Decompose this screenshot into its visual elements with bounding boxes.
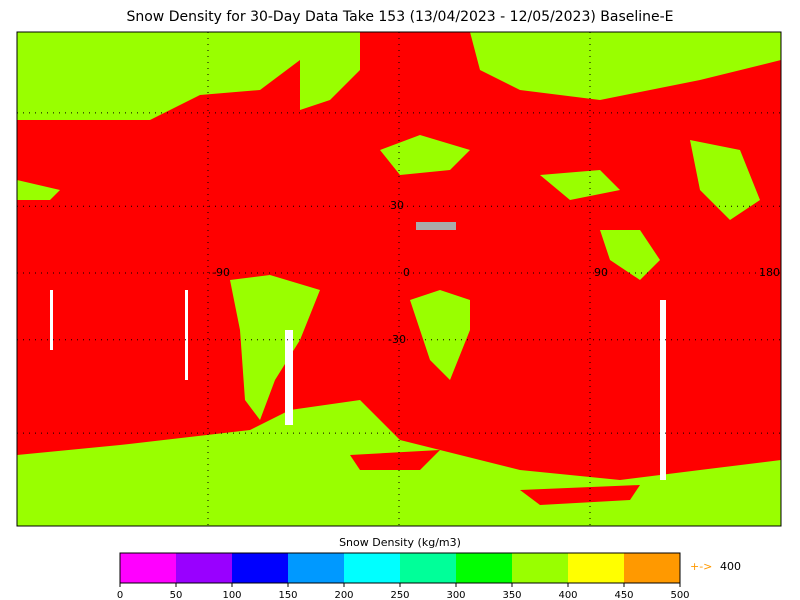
colorbar-segment [512,553,568,583]
colorbar-tick-label: 400 [558,590,577,600]
colorbar-label: Snow Density (kg/m3) [339,536,461,549]
nodata-strip [185,290,188,380]
land-region [600,230,660,280]
title: Snow Density for 30-Day Data Take 153 (1… [126,9,673,25]
colorbar-tick-label: 200 [334,590,353,600]
lon-label: 0 [403,266,410,279]
lon-label: -90 [212,266,230,279]
colorbar-segment [456,553,512,583]
map: -90 0 90 180 30 -30 [17,32,781,526]
overflow-value: 400 [720,560,741,573]
overflow-marker: +-> [690,560,712,573]
colorbar-tick-label: 350 [502,590,521,600]
nodata-strip [285,330,293,425]
lon-label: 90 [594,266,608,279]
land-region [17,32,300,120]
lon-label: 180 [759,266,780,279]
colorbar-segment [232,553,288,583]
lat-label: -30 [388,333,406,346]
colorbar-segment [176,553,232,583]
colorbar-tick-label: 100 [222,590,241,600]
land-region [300,32,360,110]
colorbar-segment [120,553,176,583]
colorbar-segment [400,553,456,583]
land-region [470,32,781,100]
colorbar-segment [568,553,624,583]
colorbar-segment [624,553,680,583]
colorbar-segment [344,553,400,583]
land-region [690,140,760,220]
nodata-strip [50,290,53,350]
land-region [17,180,60,200]
land-region [410,290,470,380]
nodata-strip [660,300,666,480]
lat-label: 30 [390,199,404,212]
ocean-region [520,485,640,505]
colorbar: 0 50 100 150 200 250 300 350 400 450 500 [117,552,690,600]
colorbar-tick-label: 50 [170,590,183,600]
colorbar-tick-label: 150 [278,590,297,600]
colorbar-tick-label: 0 [117,590,123,600]
land-region [380,135,470,175]
colorbar-tick-label: 300 [446,590,465,600]
map-frame [16,31,782,527]
colorbar-segment [288,553,344,583]
colorbar-tick-label: 450 [614,590,633,600]
nodata-patch [416,222,456,230]
land-region [540,170,620,200]
colorbar-tick-label: 250 [390,590,409,600]
land-region [230,275,320,420]
colorbar-tick-label: 500 [670,590,689,600]
ocean-region [350,450,440,470]
